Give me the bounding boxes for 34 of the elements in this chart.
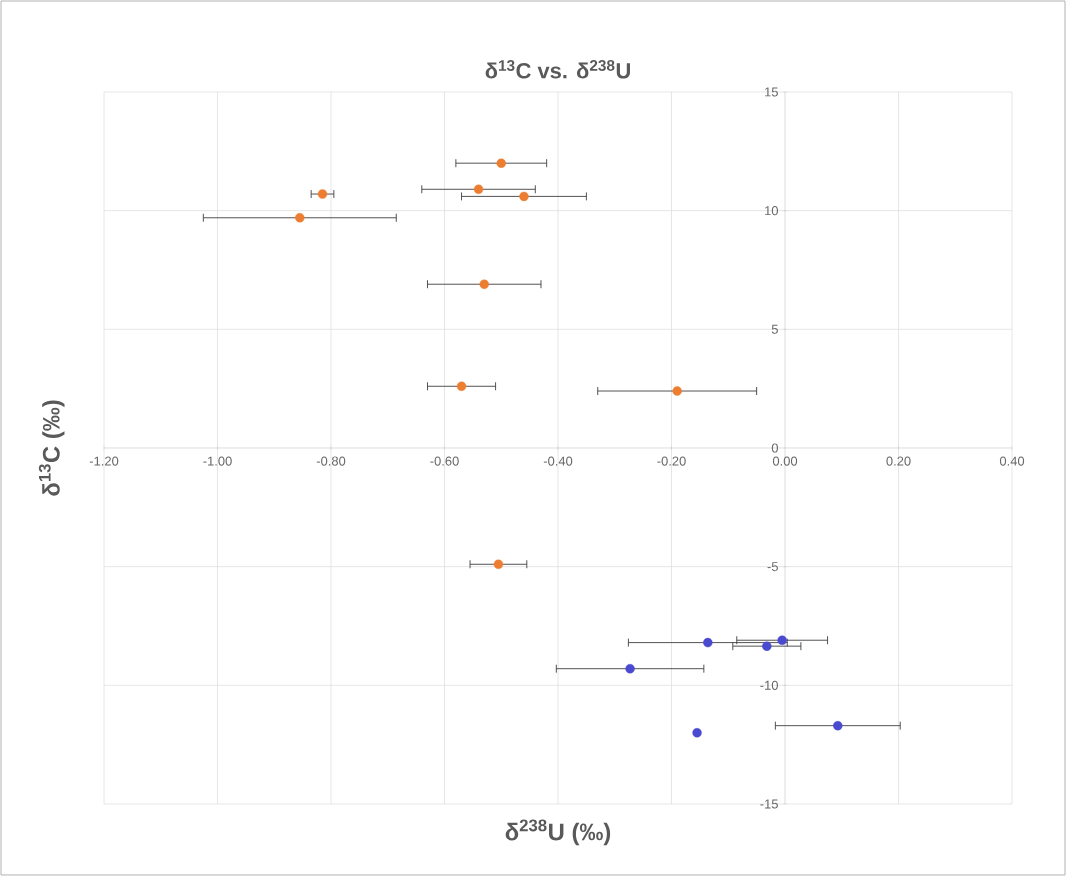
x-tick-label: -1.20 <box>89 456 119 466</box>
point <box>519 191 529 202</box>
y-tick-label: 15 <box>765 87 778 97</box>
x-tick-label: 0.20 <box>886 456 911 466</box>
x-tick-label: -0.80 <box>316 456 346 466</box>
y-tick-label: 10 <box>765 206 778 216</box>
y-tick-label: -10 <box>760 680 778 690</box>
x-axis-title: δ$^{238}$U (‰) <box>505 819 611 846</box>
point <box>473 184 484 194</box>
point <box>295 213 305 223</box>
point <box>833 720 843 731</box>
y-tick-label: 0 <box>771 443 778 453</box>
point <box>456 381 467 391</box>
point <box>777 635 787 645</box>
point <box>762 641 772 651</box>
y-tick-label: 5 <box>771 324 778 334</box>
chart-title: δ$^{13}$C vs. δ$^{238}$U <box>485 60 630 79</box>
x-tick-label: -0.60 <box>430 456 459 466</box>
y-tick-label: -5 <box>767 562 778 572</box>
x-tick-label: -0.40 <box>543 456 573 466</box>
x-tick-label: 0.40 <box>999 456 1025 466</box>
y-axis-title: δ$^{13}$C (‰) <box>38 400 65 496</box>
y-tick-label: -15 <box>760 799 778 809</box>
point <box>672 386 682 396</box>
x-tick-label: -1.00 <box>203 456 232 466</box>
point <box>496 158 506 168</box>
point <box>692 728 702 738</box>
point <box>625 664 635 674</box>
point <box>493 559 504 569</box>
point <box>703 637 713 648</box>
x-tick-label: 0.00 <box>772 456 798 466</box>
x-tick-label: -0.20 <box>657 456 686 466</box>
point <box>317 189 328 199</box>
point <box>479 279 489 289</box>
